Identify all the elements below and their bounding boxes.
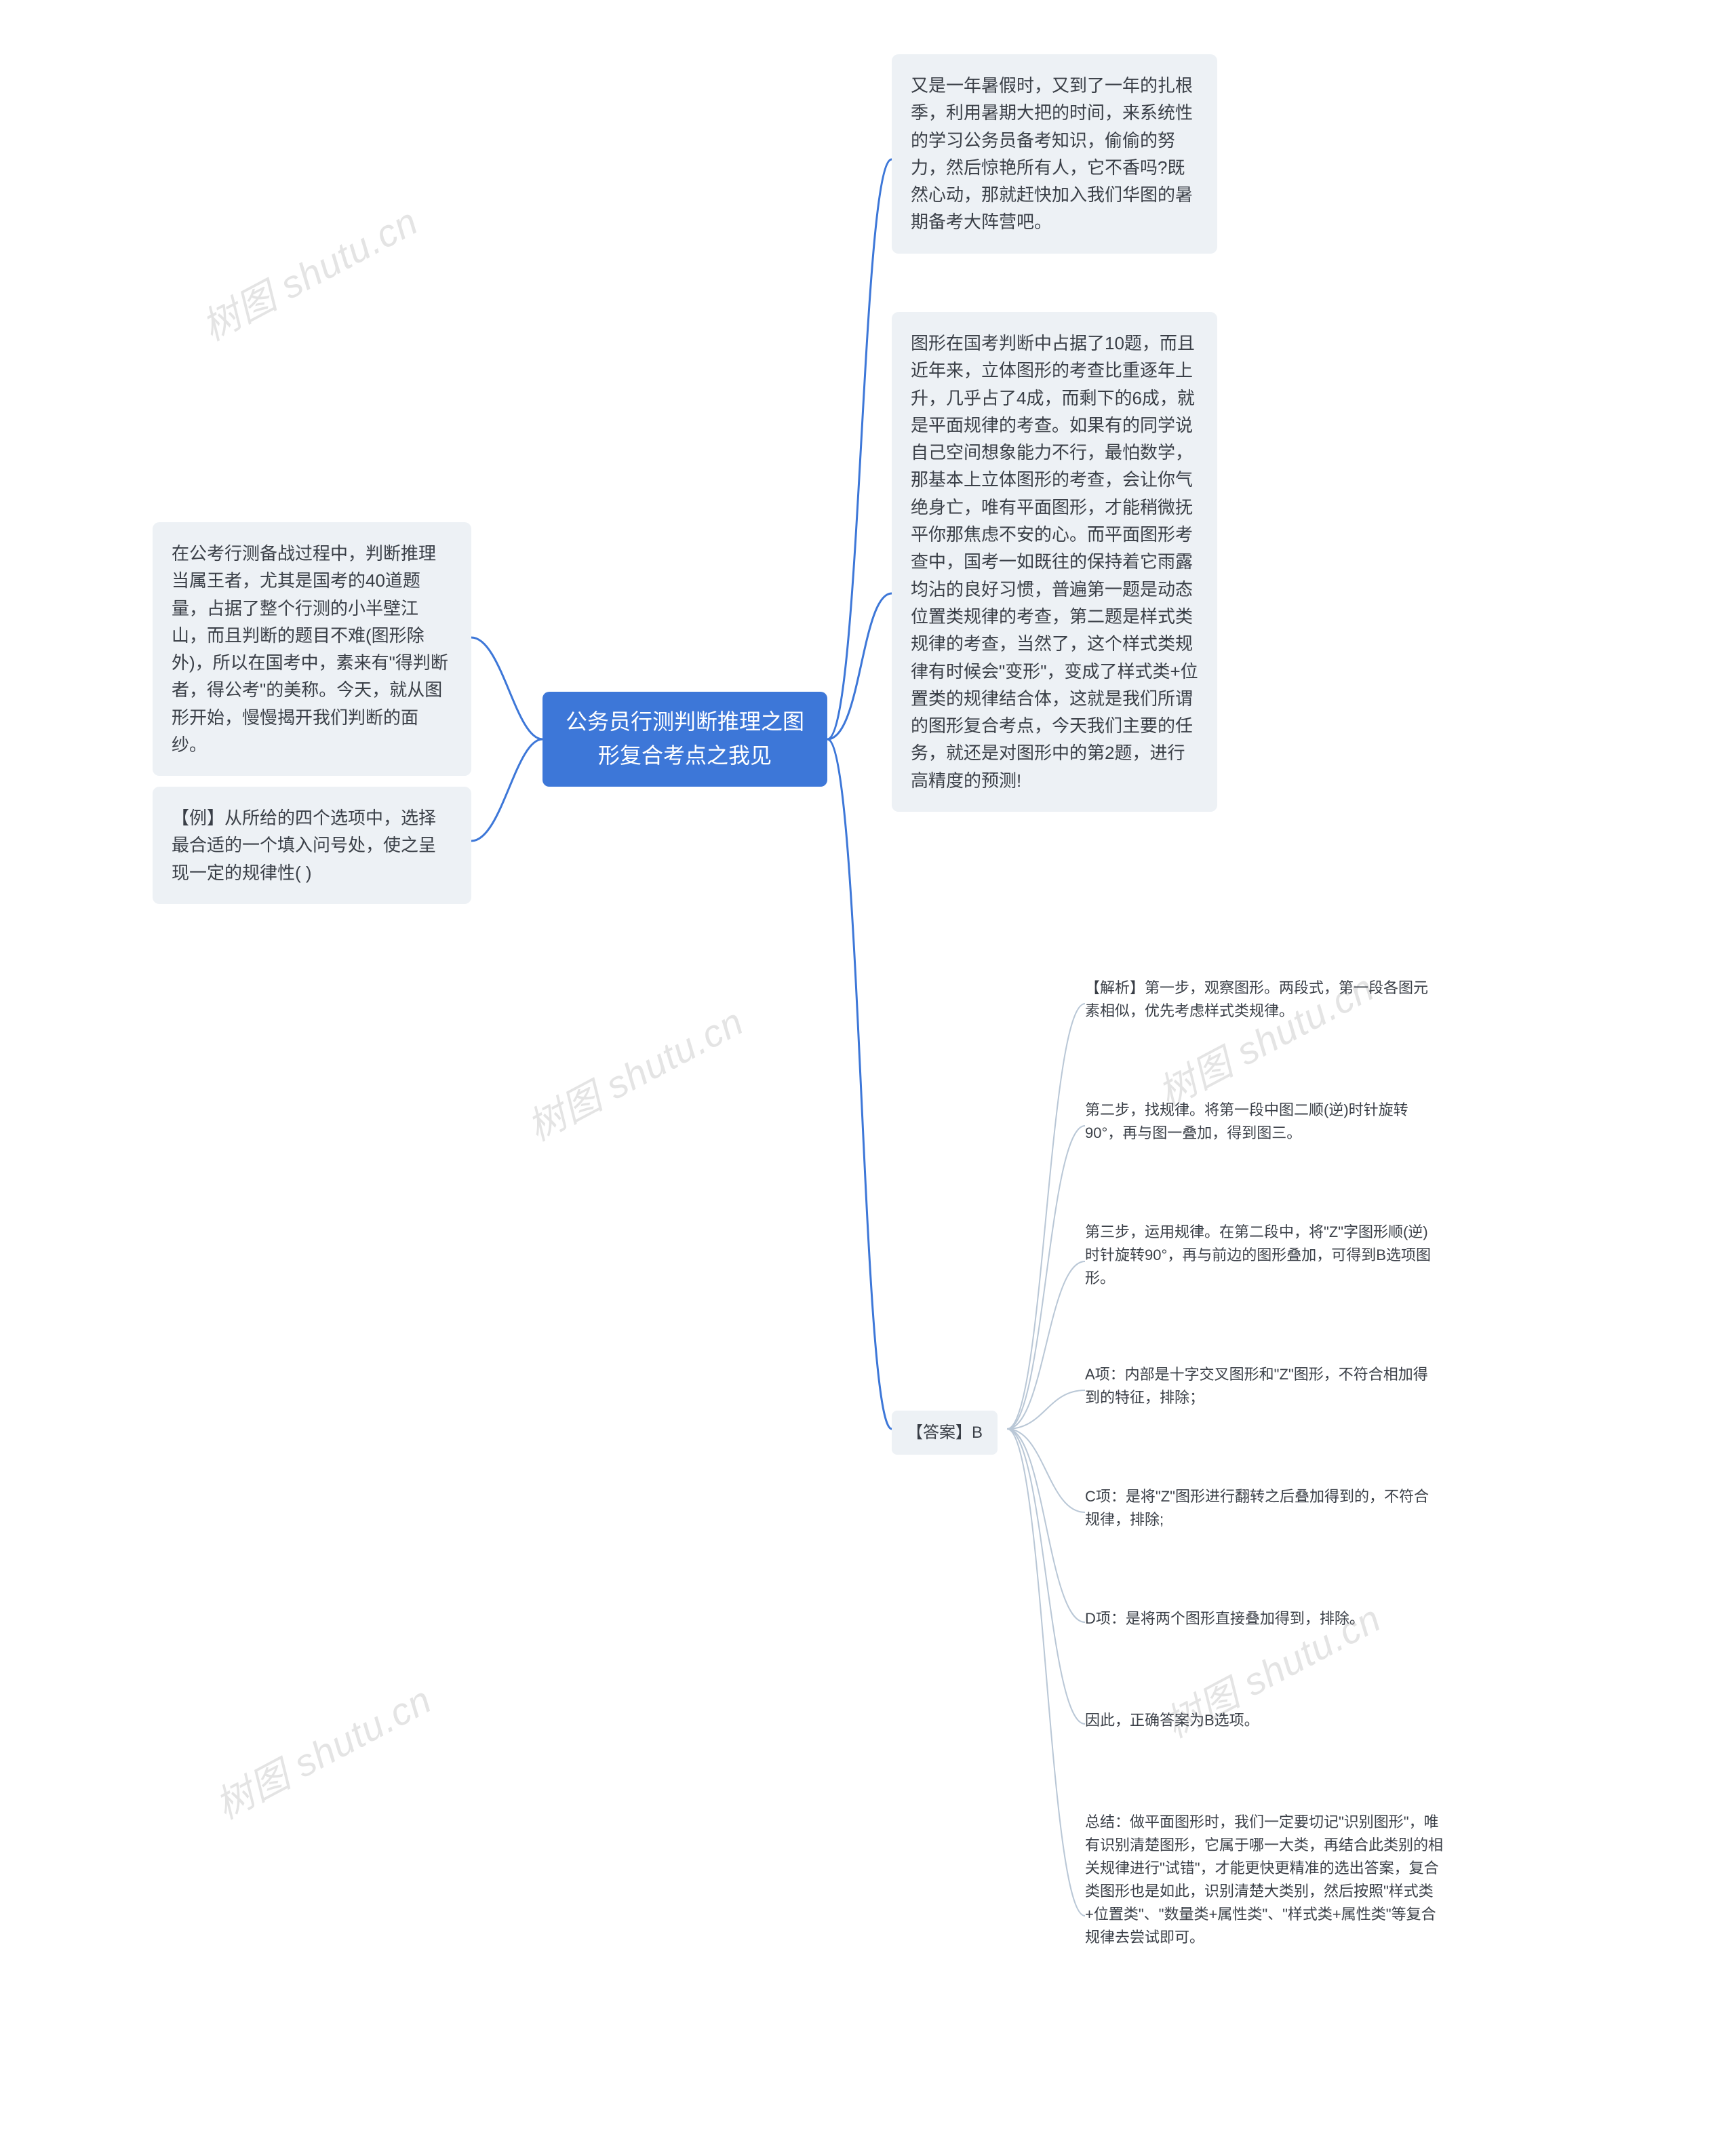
left-node-0-text: 在公考行测备战过程中，判断推理当属王者，尤其是国考的40道题量，占据了整个行测的… <box>172 543 448 755</box>
right-node-1-text: 图形在国考判断中占据了10题，而且近年来，立体图形的考查比重逐年上升，几乎占了4… <box>911 333 1198 791</box>
answer-child-1-text: 第二步，找规律。将第一段中图二顺(逆)时针旋转90°，再与图一叠加，得到图三。 <box>1085 1101 1408 1141</box>
answer-child-2-text: 第三步，运用规律。在第二段中，将"Z"字图形顺(逆)时针旋转90°，再与前边的图… <box>1085 1223 1431 1286</box>
right-node-1[interactable]: 图形在国考判断中占据了10题，而且近年来，立体图形的考查比重逐年上升，几乎占了4… <box>892 312 1217 812</box>
watermark: 树图 shutu.cn <box>191 192 426 352</box>
answer-child-0-text: 【解析】第一步，观察图形。两段式，第一段各图元素相似，优先考虑样式类规律。 <box>1085 979 1428 1019</box>
answer-child-3-text: A项：内部是十字交叉图形和"Z"图形，不符合相加得到的特征，排除； <box>1085 1366 1428 1406</box>
right-node-0-text: 又是一年暑假时，又到了一年的扎根季，利用暑期大把的时间，来系统性的学习公务员备考… <box>911 75 1193 232</box>
root-label: 公务员行测判断推理之图形复合考点之我见 <box>561 705 808 772</box>
answer-child-4-text: C项：是将"Z"图形进行翻转之后叠加得到的，不符合规律，排除; <box>1085 1488 1429 1528</box>
answer-node[interactable]: 【答案】B <box>892 1411 998 1455</box>
answer-child-1[interactable]: 第二步，找规律。将第一段中图二顺(逆)时针旋转90°，再与图一叠加，得到图三。 <box>1085 1099 1431 1145</box>
answer-child-7-text: 总结：做平面图形时，我们一定要切记"识别图形"，唯有识别清楚图形，它属于哪一大类… <box>1085 1813 1443 1946</box>
left-node-1[interactable]: 【例】从所给的四个选项中，选择最合适的一个填入问号处，使之呈现一定的规律性( ) <box>153 787 471 904</box>
answer-label: 【答案】B <box>907 1423 983 1442</box>
answer-child-7[interactable]: 总结：做平面图形时，我们一定要切记"识别图形"，唯有识别清楚图形，它属于哪一大类… <box>1085 1811 1444 1950</box>
mindmap-canvas: 树图 shutu.cn 树图 shutu.cn 树图 shutu.cn 树图 s… <box>0 0 1736 2141</box>
answer-child-5[interactable]: D项：是将两个图形直接叠加得到，排除。 <box>1085 1607 1424 1630</box>
right-node-0[interactable]: 又是一年暑假时，又到了一年的扎根季，利用暑期大把的时间，来系统性的学习公务员备考… <box>892 54 1217 254</box>
connectors <box>0 0 1736 2141</box>
root-node[interactable]: 公务员行测判断推理之图形复合考点之我见 <box>542 692 827 787</box>
answer-child-0[interactable]: 【解析】第一步，观察图形。两段式，第一段各图元素相似，优先考虑样式类规律。 <box>1085 977 1431 1023</box>
answer-child-2[interactable]: 第三步，运用规律。在第二段中，将"Z"字图形顺(逆)时针旋转90°，再与前边的图… <box>1085 1221 1438 1290</box>
left-node-1-text: 【例】从所给的四个选项中，选择最合适的一个填入问号处，使之呈现一定的规律性( ) <box>172 808 436 883</box>
answer-child-5-text: D项：是将两个图形直接叠加得到，排除。 <box>1085 1610 1364 1627</box>
answer-child-3[interactable]: A项：内部是十字交叉图形和"Z"图形，不符合相加得到的特征，排除； <box>1085 1363 1431 1409</box>
watermark: 树图 shutu.cn <box>516 992 751 1152</box>
answer-child-6-text: 因此，正确答案为B选项。 <box>1085 1712 1259 1729</box>
answer-child-4[interactable]: C项：是将"Z"图形进行翻转之后叠加得到的，不符合规律，排除; <box>1085 1485 1431 1531</box>
answer-child-6[interactable]: 因此，正确答案为B选项。 <box>1085 1709 1322 1732</box>
left-node-0[interactable]: 在公考行测备战过程中，判断推理当属王者，尤其是国考的40道题量，占据了整个行测的… <box>153 522 471 776</box>
watermark: 树图 shutu.cn <box>204 1670 439 1830</box>
